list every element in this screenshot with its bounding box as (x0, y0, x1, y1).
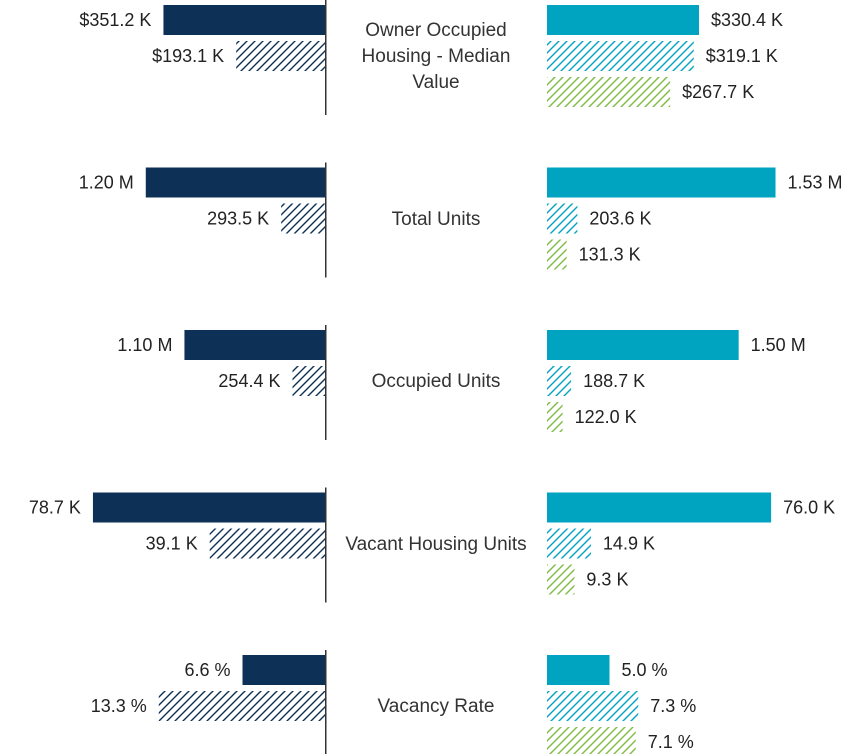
metric-label: Vacant Housing Units (345, 533, 527, 555)
bar (242, 655, 325, 685)
value-label: 254.4 K (218, 371, 280, 391)
value-label: 76.0 K (783, 497, 835, 517)
bar (547, 655, 610, 685)
value-label: 188.7 K (583, 371, 645, 391)
value-label: 13.3 % (91, 696, 147, 716)
metric-label: Occupied Units (371, 371, 501, 392)
bar (547, 41, 694, 71)
value-label: $330.4 K (711, 10, 783, 30)
value-label: 293.5 K (207, 208, 269, 228)
bar (547, 402, 563, 432)
value-label: 131.3 K (579, 244, 641, 264)
bar (547, 77, 671, 107)
value-label: $267.7 K (682, 82, 754, 102)
bar (547, 366, 572, 396)
value-label: 7.3 % (650, 696, 696, 716)
value-label: 14.9 K (603, 533, 655, 553)
bar (547, 528, 591, 559)
bar (547, 330, 739, 360)
bar (163, 5, 325, 35)
value-label: 122.0 K (575, 407, 637, 427)
value-label: 1.53 M (788, 172, 843, 192)
value-label: 39.1 K (146, 533, 198, 553)
bar (547, 5, 699, 35)
bar (547, 564, 575, 595)
bar (547, 239, 567, 270)
value-label: 1.20 M (79, 172, 134, 192)
bar (547, 203, 578, 234)
value-label: $351.2 K (79, 10, 151, 30)
bar (547, 167, 776, 198)
value-label: 6.6 % (184, 660, 230, 680)
metric-label: Owner Occupied Housing - Median Value (361, 20, 511, 93)
bar (158, 691, 325, 721)
value-label: 1.10 M (117, 335, 172, 355)
bar (281, 203, 325, 234)
value-label: $193.1 K (152, 46, 224, 66)
bar (184, 330, 325, 360)
bar (145, 167, 325, 198)
bar (547, 727, 636, 754)
value-label: 9.3 K (586, 569, 628, 589)
metric-label: Vacancy Rate (377, 696, 495, 717)
value-label: 1.50 M (751, 335, 806, 355)
value-label: 5.0 % (622, 660, 668, 680)
value-label: 78.7 K (29, 497, 81, 517)
bar (236, 41, 325, 71)
value-label: 203.6 K (589, 208, 651, 228)
value-label: $319.1 K (706, 46, 778, 66)
bar (292, 366, 325, 396)
metric-label: Total Units (391, 208, 481, 230)
bar (92, 492, 325, 523)
bar (547, 492, 772, 523)
bar (209, 528, 325, 559)
bar (547, 691, 639, 721)
value-label: 7.1 % (648, 732, 694, 752)
